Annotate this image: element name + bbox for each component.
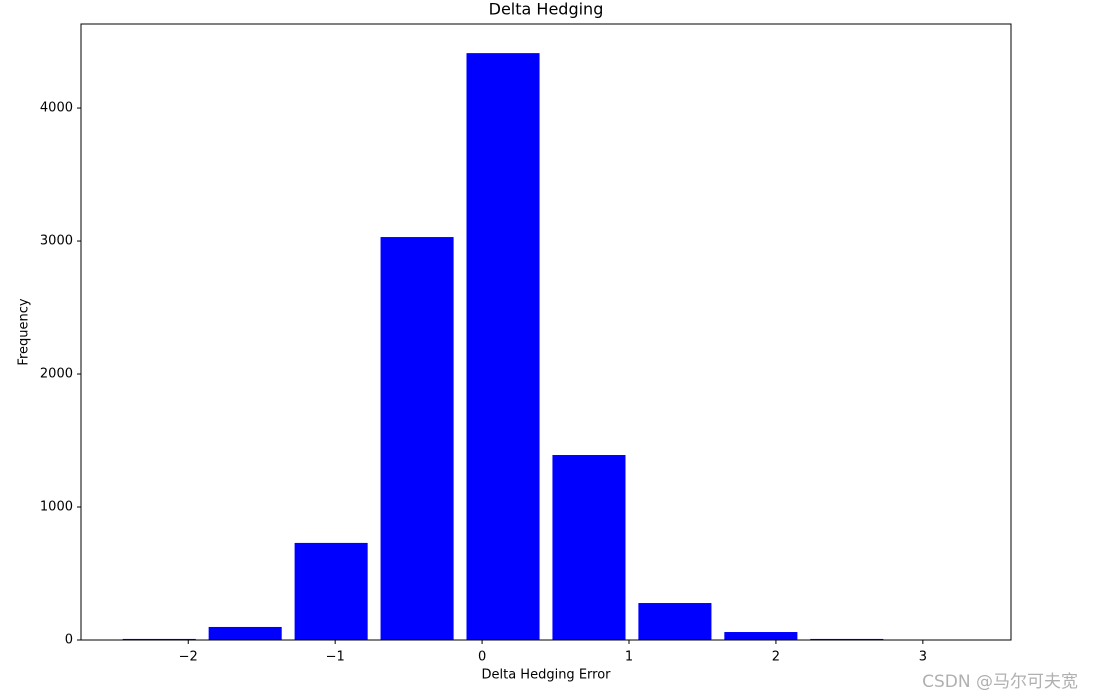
bar [294, 542, 368, 640]
x-tick-label: −1 [326, 650, 345, 665]
x-tick-label: 3 [919, 650, 927, 665]
watermark: CSDN @马尔可夫宽 [922, 672, 1078, 692]
x-tick-label: 0 [478, 650, 486, 665]
bar [810, 638, 884, 640]
x-axis-label: Delta Hedging Error [481, 668, 611, 683]
bar [638, 603, 712, 640]
x-tick-label: −2 [179, 650, 198, 665]
bar [122, 638, 196, 640]
x-tick-label: 1 [625, 650, 633, 665]
x-tick-label: 2 [772, 650, 780, 665]
bar [466, 53, 540, 641]
y-tick-label: 3000 [40, 234, 73, 249]
bar [380, 237, 454, 640]
y-tick-label: 1000 [40, 500, 73, 515]
chart-title: Delta Hedging [489, 0, 604, 19]
y-tick-label: 2000 [40, 367, 73, 382]
y-tick-label: 4000 [40, 101, 73, 116]
bar [552, 455, 626, 640]
bar [724, 632, 798, 640]
y-tick-label: 0 [65, 633, 73, 648]
bar [208, 626, 282, 640]
plot-frame [80, 23, 1012, 641]
y-axis-label: Frequency [17, 298, 32, 365]
